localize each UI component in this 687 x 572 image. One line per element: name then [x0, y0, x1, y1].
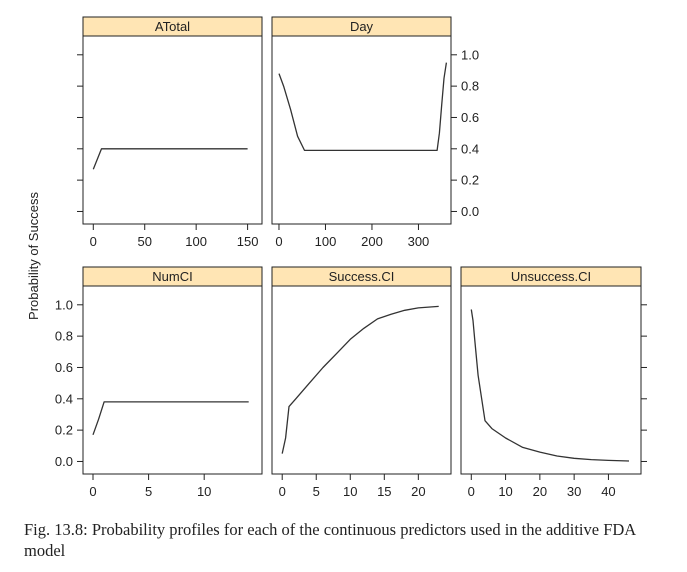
y-tick-label: 0.4	[461, 141, 479, 156]
series-line	[92, 401, 249, 436]
y-tick-label: 0.2	[55, 423, 73, 438]
x-tick-label: 5	[313, 484, 320, 499]
x-tick-label: 200	[361, 234, 383, 249]
y-tick-label: 1.0	[55, 297, 73, 312]
x-tick-label: 100	[315, 234, 337, 249]
y-tick-label: 0.6	[461, 110, 479, 125]
x-tick-label: 0	[275, 234, 282, 249]
x-tick-label: 0	[89, 484, 96, 499]
x-tick-label: 40	[601, 484, 615, 499]
x-tick-label: 0	[90, 234, 97, 249]
series-line	[92, 148, 248, 170]
panel-frame	[82, 285, 263, 475]
y-tick-label: 0.6	[55, 360, 73, 375]
x-tick-label: 20	[533, 484, 547, 499]
x-tick-label: 10	[197, 484, 211, 499]
x-tick-label: 300	[408, 234, 430, 249]
panel-title: Day	[350, 19, 374, 34]
panel-title: Success.CI	[329, 269, 395, 284]
y-tick-label: 0.4	[55, 391, 73, 406]
panel-unsuccess-ci: Unsuccess.CI 0 10 20 30 40	[460, 266, 647, 499]
y-tick-label: 1.0	[461, 47, 479, 62]
panel-frame	[271, 285, 452, 475]
y-tick-label: 0.8	[55, 329, 73, 344]
x-tick-label: 150	[237, 234, 259, 249]
x-tick-label: 20	[411, 484, 425, 499]
figure-caption: Fig. 13.8: Probability profiles for each…	[24, 520, 636, 560]
y-tick-label: 0.0	[461, 204, 479, 219]
x-tick-label: 10	[343, 484, 357, 499]
panel-atotal: ATotal 0 50 100 150	[77, 16, 263, 249]
panel-title: NumCI	[152, 269, 192, 284]
x-tick-label: 0	[279, 484, 286, 499]
series-line	[470, 309, 630, 462]
y-axis-label: Probability of Success	[26, 192, 41, 320]
y-tick-label: 0.0	[55, 454, 73, 469]
panel-numci: NumCI 0 5 10 0.0 0.2 0.4 0.6 0.8 1.0	[55, 266, 263, 499]
series-line	[278, 62, 448, 152]
x-tick-label: 10	[498, 484, 512, 499]
panel-title: ATotal	[155, 19, 190, 34]
x-tick-label: 5	[145, 484, 152, 499]
y-tick-label: 0.8	[461, 79, 479, 94]
panel-title: Unsuccess.CI	[511, 269, 591, 284]
x-tick-label: 0	[468, 484, 475, 499]
x-tick-label: 30	[567, 484, 581, 499]
panel-success-ci: Success.CI 0 5 10 15 20	[271, 266, 452, 499]
panel-frame	[460, 285, 642, 475]
series-line	[281, 305, 439, 454]
panel-frame	[82, 35, 263, 225]
panel-day: Day 0 100 200 300 0.0 0.2 0.4 0.6 0.8 1.0	[271, 16, 479, 249]
x-tick-label: 100	[185, 234, 207, 249]
y-tick-label: 0.2	[461, 173, 479, 188]
x-tick-label: 15	[377, 484, 391, 499]
x-tick-label: 50	[137, 234, 151, 249]
panel-frame	[271, 35, 452, 225]
